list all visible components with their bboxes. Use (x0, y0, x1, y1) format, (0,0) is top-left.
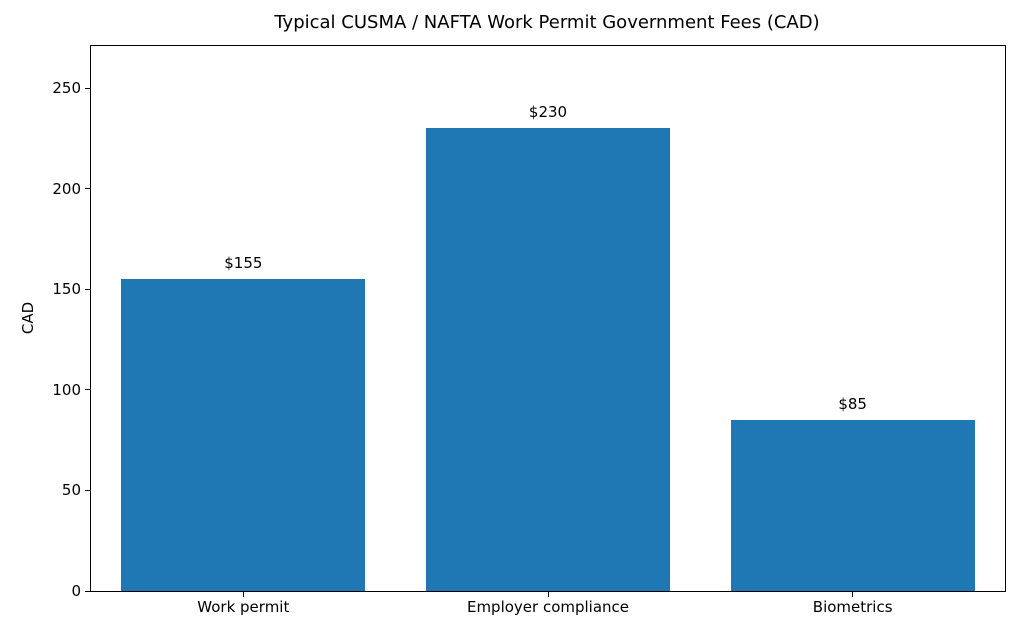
y-tick-mark (85, 87, 90, 89)
y-axis-label: CAD (19, 301, 37, 335)
y-tick-label: 200 (52, 179, 81, 198)
y-tick-mark (85, 489, 90, 491)
chart-title: Typical CUSMA / NAFTA Work Permit Govern… (274, 12, 820, 33)
bar-biometrics (730, 420, 975, 591)
bar-value-label-employer-compliance: $230 (528, 103, 568, 122)
y-tick-mark (85, 188, 90, 190)
x-tick-mark (852, 592, 854, 597)
x-tick-label-work-permit: Work permit (197, 598, 290, 616)
y-tick-label: 250 (52, 79, 81, 98)
x-tick-mark (242, 592, 244, 597)
y-tick-label: 0 (71, 582, 81, 600)
x-tick-label-employer-compliance: Employer compliance (466, 598, 630, 616)
bar-value-label-biometrics: $85 (838, 395, 867, 414)
bar-employer-compliance (426, 128, 670, 591)
x-tick-mark (547, 592, 549, 597)
bar-value-label-work-permit: $155 (224, 254, 263, 273)
y-tick-label: 50 (61, 481, 81, 500)
y-tick-mark (85, 590, 90, 592)
bar-work-permit (121, 279, 366, 591)
plot-area: 0 50 100 150 200 250 $155 Work permit $230 Employ… (52, 45, 1006, 616)
y-tick-mark (85, 389, 90, 391)
y-tick-label: 150 (52, 280, 81, 299)
x-tick-label-biometrics: Biometrics (812, 598, 893, 616)
y-tick-label: 100 (52, 380, 81, 399)
y-tick-mark (85, 288, 90, 290)
